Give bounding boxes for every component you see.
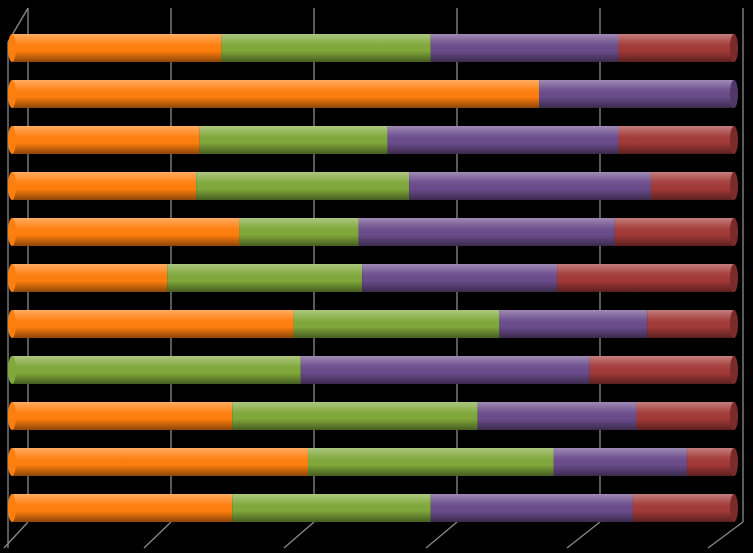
- bar-cap-right: [730, 402, 738, 430]
- bar-segment-shading: [362, 264, 558, 292]
- bar-segment-shading: [539, 80, 734, 108]
- bar-segment-shading: [614, 218, 734, 246]
- bar-cap-right: [730, 264, 738, 292]
- gridline-floor: [283, 521, 315, 549]
- bar-segment-shading: [221, 34, 431, 62]
- bar-segment-shading: [232, 494, 431, 522]
- bar-segment-shading: [12, 34, 222, 62]
- bar-cap-right: [730, 126, 738, 154]
- bar-segment-shading: [477, 402, 637, 430]
- gridline-floor: [707, 521, 744, 549]
- bar-segment-shading: [430, 34, 619, 62]
- bar-cap-left: [8, 218, 16, 246]
- bar-cap-right-shade: [730, 264, 738, 292]
- bar-cap-left: [8, 448, 16, 476]
- gridline-floor: [425, 521, 458, 549]
- bar-segment-shading: [239, 218, 359, 246]
- bar-segment-shading: [12, 356, 301, 384]
- bar-cap-right-shade: [730, 80, 738, 108]
- bar-segment-shading: [12, 494, 233, 522]
- bar-cap-left: [8, 264, 16, 292]
- bar-cap-right-shade: [730, 172, 738, 200]
- bar-segment-shading: [12, 80, 540, 108]
- bar-segment-shading: [293, 310, 500, 338]
- bar-segment-shading: [632, 494, 734, 522]
- bar-segment-shading: [557, 264, 734, 292]
- bar-segment-shading: [308, 448, 554, 476]
- bar-segment-shading: [647, 310, 734, 338]
- bar-segment-shading: [358, 218, 615, 246]
- bar-segment-shading: [12, 218, 240, 246]
- bar-cap-left: [8, 356, 16, 384]
- bar-segment-shading: [196, 172, 410, 200]
- bar-segment-shading: [12, 126, 200, 154]
- bar-segment-shading: [12, 402, 233, 430]
- bar-cap-right-shade: [730, 218, 738, 246]
- bar-segment-shading: [553, 448, 688, 476]
- bars: [8, 34, 738, 522]
- bar-segment-shading: [387, 126, 619, 154]
- bar-segment-shading: [589, 356, 734, 384]
- bar-segment-shading: [650, 172, 734, 200]
- gridline-floor: [566, 521, 601, 549]
- bar-segment-shading: [499, 310, 648, 338]
- bar-cap-right: [730, 310, 738, 338]
- bar-cap-right-shade: [730, 310, 738, 338]
- bar-segment-shading: [12, 448, 309, 476]
- bar-cap-left: [8, 172, 16, 200]
- bar-cap-right-shade: [730, 126, 738, 154]
- bar-cap-right: [730, 218, 738, 246]
- bar-cap-left: [8, 310, 16, 338]
- bar-cap-right: [730, 448, 738, 476]
- bar-segment-shading: [618, 126, 734, 154]
- bar-cap-left: [8, 494, 16, 522]
- bar-cap-right: [730, 494, 738, 522]
- bar-segment-shading: [12, 310, 294, 338]
- bar-cap-right: [730, 172, 738, 200]
- bar-segment-shading: [687, 448, 734, 476]
- bar-segment-shading: [167, 264, 363, 292]
- bar-cap-left: [8, 126, 16, 154]
- bar-cap-right-shade: [730, 402, 738, 430]
- bar-segment-shading: [636, 402, 734, 430]
- bar-cap-left: [8, 402, 16, 430]
- bar-cap-right: [730, 356, 738, 384]
- bar-cap-right: [730, 34, 738, 62]
- bar-segment-shading: [12, 172, 197, 200]
- bar-segment-shading: [618, 34, 734, 62]
- bar-segment-shading: [12, 264, 168, 292]
- bar-segment-shading: [300, 356, 590, 384]
- bar-cap-left: [8, 80, 16, 108]
- bar-segment-shading: [430, 494, 633, 522]
- bar-cap-right: [730, 80, 738, 108]
- bar-cap-right-shade: [730, 356, 738, 384]
- gridline-floor: [143, 521, 172, 549]
- bar-cap-right-shade: [730, 34, 738, 62]
- bar-segment-shading: [199, 126, 388, 154]
- bar-segment-shading: [232, 402, 478, 430]
- bar-cap-left: [8, 34, 16, 62]
- bar-cap-right-shade: [730, 448, 738, 476]
- bar-cap-right-shade: [730, 494, 738, 522]
- bar-segment-shading: [409, 172, 651, 200]
